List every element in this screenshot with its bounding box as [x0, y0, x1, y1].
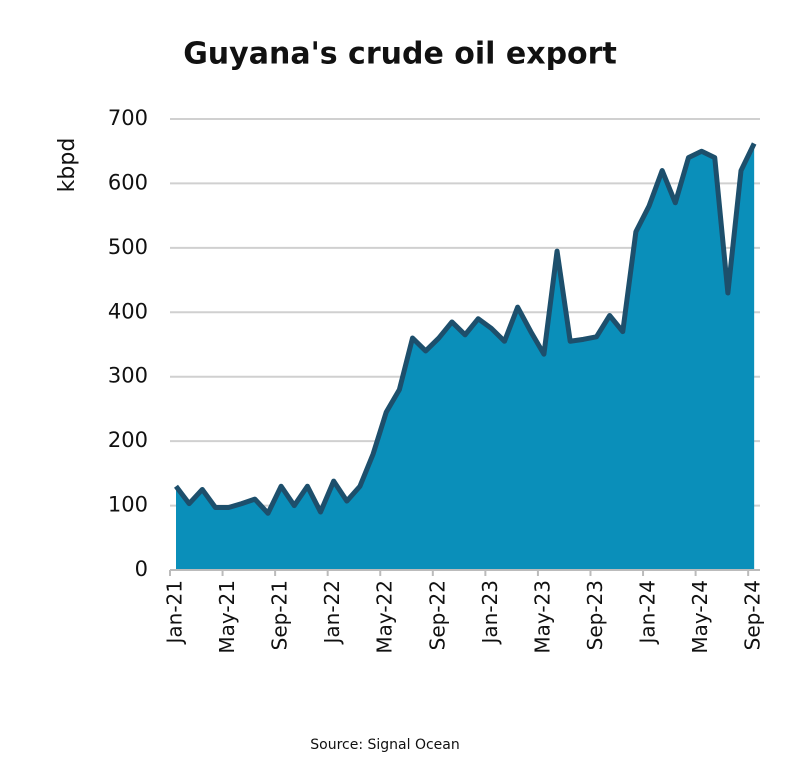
area: [176, 143, 755, 571]
y-tick-label: 600: [108, 170, 148, 194]
x-tick-label: Sep-24: [741, 580, 765, 650]
x-tick-label: Sep-21: [268, 580, 292, 650]
y-axis-label: kbpd: [55, 138, 80, 193]
x-tick-label: Jan-22: [320, 580, 344, 646]
x-tick-label: Jan-21: [163, 580, 187, 646]
y-tick-label: 0: [135, 557, 148, 581]
y-tick-label: 400: [108, 299, 148, 323]
x-tick-label: May-21: [215, 580, 239, 654]
y-tick-label: 200: [108, 428, 148, 452]
x-tick-label: Sep-23: [583, 580, 607, 650]
chart-title: Guyana's crude oil export: [183, 37, 617, 72]
x-tick-label: Jan-23: [478, 580, 502, 646]
y-tick-label: 500: [108, 235, 148, 259]
x-tick-label: May-23: [530, 580, 554, 654]
x-tick-label: Sep-22: [425, 580, 449, 650]
y-tick-label: 100: [108, 493, 148, 517]
source-note: Source: Signal Ocean: [310, 737, 460, 753]
line: [174, 142, 757, 516]
x-tick-label: May-24: [688, 580, 712, 654]
y-tick-label: 300: [108, 364, 148, 388]
x-tick-label: May-22: [373, 580, 397, 654]
y-tick-label: 700: [108, 106, 148, 130]
x-tick-label: Jan-24: [636, 580, 660, 646]
